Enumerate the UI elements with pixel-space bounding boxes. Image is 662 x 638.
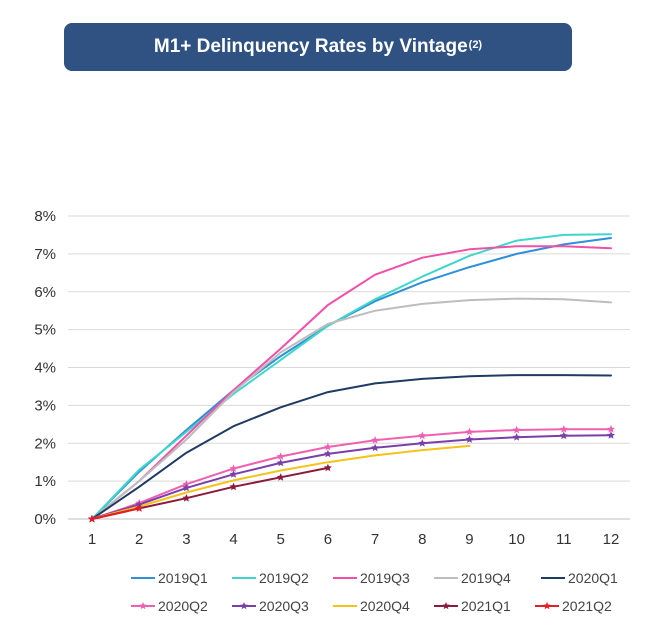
chart-title-footnote: (2) bbox=[468, 39, 483, 51]
data-point-2020Q2 bbox=[371, 436, 380, 444]
data-point-2020Q3 bbox=[323, 449, 332, 458]
data-point-2020Q3 bbox=[465, 435, 474, 443]
series-line-2021Q2 bbox=[91, 507, 141, 520]
series-line-2019Q4 bbox=[91, 297, 612, 520]
legend-label-2019Q4: 2019Q4 bbox=[461, 570, 511, 586]
data-point-2020Q3 bbox=[512, 433, 521, 441]
legend-marker-2021Q1 bbox=[442, 602, 450, 610]
legend-marker-2020Q2 bbox=[139, 602, 147, 610]
series-line-2020Q2 bbox=[91, 428, 612, 520]
data-point-2020Q2 bbox=[607, 425, 615, 433]
y-tick-label: 0% bbox=[34, 511, 56, 528]
y-tick-label: 2% bbox=[34, 435, 56, 452]
data-point-2020Q2 bbox=[559, 425, 568, 433]
data-point-2021Q1 bbox=[276, 473, 285, 481]
data-point-2020Q2 bbox=[512, 425, 521, 434]
series-line-2020Q3 bbox=[91, 434, 612, 520]
series-line-2020Q1 bbox=[91, 374, 612, 520]
x-tick-label: 11 bbox=[556, 531, 572, 548]
data-point-2020Q2 bbox=[465, 427, 474, 436]
y-tick-label: 1% bbox=[34, 473, 56, 490]
x-tick-label: 10 bbox=[508, 531, 525, 548]
data-point-2020Q3 bbox=[229, 470, 238, 478]
data-point-2020Q2 bbox=[418, 431, 427, 440]
data-point-2021Q1 bbox=[229, 482, 238, 491]
x-tick-label: 5 bbox=[277, 531, 285, 548]
data-point-2020Q2 bbox=[276, 452, 285, 460]
data-point-2021Q2 bbox=[135, 504, 144, 512]
legend-label-2021Q2: 2021Q2 bbox=[562, 598, 612, 614]
legend-label-2019Q3: 2019Q3 bbox=[360, 570, 410, 586]
legend-label-2019Q2: 2019Q2 bbox=[259, 570, 309, 586]
x-tick-label: 4 bbox=[229, 531, 237, 548]
y-tick-label: 5% bbox=[34, 322, 56, 339]
y-tick-label: 4% bbox=[34, 360, 56, 377]
legend-marker-2020Q3 bbox=[240, 602, 248, 610]
x-tick-label: 9 bbox=[465, 531, 473, 548]
y-tick-label: 8% bbox=[34, 208, 56, 225]
x-tick-label: 1 bbox=[88, 531, 96, 548]
data-point-2020Q3 bbox=[559, 431, 568, 440]
legend-label-2019Q1: 2019Q1 bbox=[158, 570, 208, 586]
legend-label-2020Q4: 2020Q4 bbox=[360, 598, 410, 614]
x-tick-label: 8 bbox=[418, 531, 426, 548]
chart-title-banner: M1+ Delinquency Rates by Vintage (2) bbox=[64, 23, 572, 71]
legend-marker-2021Q2 bbox=[543, 602, 551, 610]
data-point-2021Q2 bbox=[88, 514, 96, 523]
data-point-2020Q3 bbox=[276, 458, 285, 467]
x-tick-label: 3 bbox=[182, 531, 190, 548]
y-tick-label: 6% bbox=[34, 284, 56, 301]
x-tick-label: 7 bbox=[371, 531, 379, 548]
data-point-2020Q2 bbox=[323, 442, 332, 451]
legend-label-2020Q2: 2020Q2 bbox=[158, 598, 208, 614]
data-point-2020Q3 bbox=[371, 443, 380, 452]
legend-label-2021Q1: 2021Q1 bbox=[461, 598, 511, 614]
data-point-2021Q1 bbox=[323, 463, 332, 472]
series-line-2019Q3 bbox=[91, 245, 612, 520]
data-point-2020Q3 bbox=[418, 439, 427, 447]
legend-label-2020Q1: 2020Q1 bbox=[568, 570, 618, 586]
data-point-2020Q2 bbox=[229, 464, 238, 472]
data-point-2021Q1 bbox=[182, 494, 191, 502]
x-tick-label: 6 bbox=[324, 531, 332, 548]
series-line-2019Q1 bbox=[91, 237, 612, 520]
x-tick-label: 12 bbox=[603, 531, 620, 548]
y-tick-label: 3% bbox=[34, 397, 56, 414]
chart-title: M1+ Delinquency Rates by Vintage bbox=[153, 36, 468, 57]
data-point-2020Q3 bbox=[182, 483, 191, 492]
series-line-2019Q2 bbox=[91, 233, 612, 520]
data-point-2020Q3 bbox=[607, 431, 615, 439]
legend-label-2020Q3: 2020Q3 bbox=[259, 598, 309, 614]
y-tick-label: 7% bbox=[34, 246, 56, 263]
x-tick-label: 2 bbox=[135, 531, 143, 548]
series-line-2020Q4 bbox=[91, 444, 471, 520]
